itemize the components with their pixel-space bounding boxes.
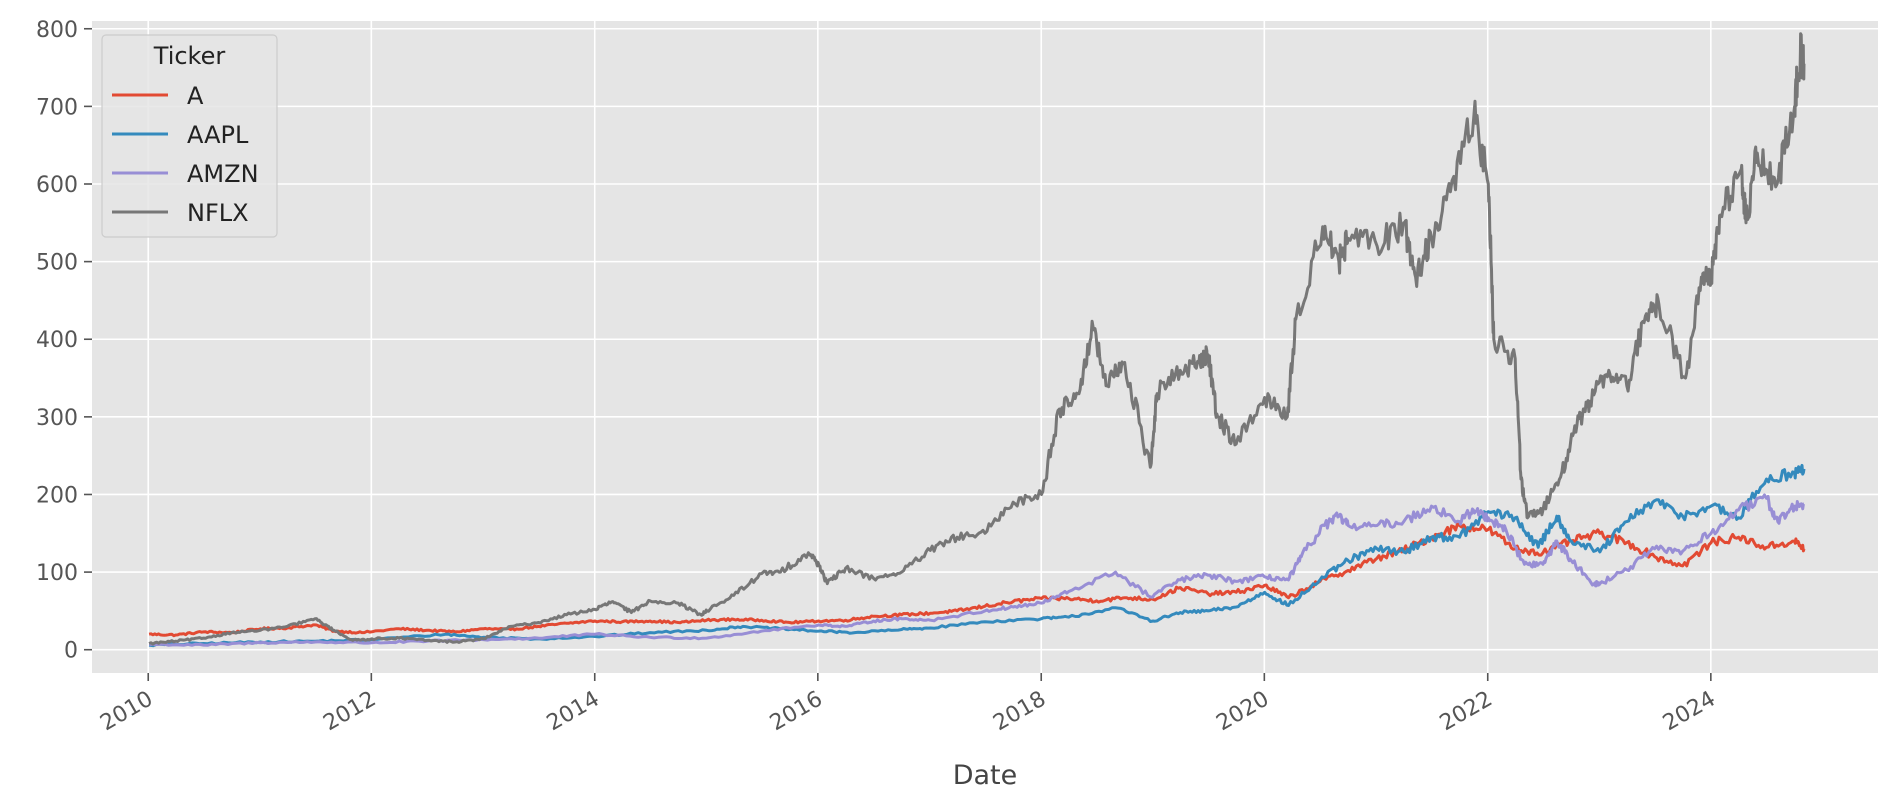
x-tick-label: 2016 <box>766 687 827 737</box>
y-tick-label: 200 <box>36 483 78 508</box>
series-line-amzn <box>149 493 1805 647</box>
x-tick-label: 2022 <box>1436 687 1497 737</box>
y-tick-label: 500 <box>36 251 78 276</box>
x-tick-label: 2018 <box>989 687 1050 737</box>
x-tick-label: 2020 <box>1212 687 1273 737</box>
series-lines <box>148 32 1806 648</box>
y-axis: 0 100 200 300 400 500 600 700 800 <box>36 18 92 664</box>
x-tick-label: 2024 <box>1659 687 1720 737</box>
y-tick-label: 600 <box>36 173 78 198</box>
series-line-aapl <box>148 463 1806 648</box>
legend-box <box>101 34 278 238</box>
y-tick-label: 0 <box>64 639 78 664</box>
x-tick-label: 2010 <box>96 687 157 737</box>
legend-label-amzn: AMZN <box>187 160 259 188</box>
series-line-a <box>148 521 1806 638</box>
x-tick-label: 2012 <box>319 687 380 737</box>
legend: Ticker A AAPL AMZN NFLX <box>101 34 278 238</box>
legend-label-aapl: AAPL <box>187 121 249 149</box>
y-tick-label: 100 <box>36 561 78 586</box>
plot-background <box>92 21 1878 673</box>
y-tick-label: 800 <box>36 18 78 43</box>
y-tick-label: 300 <box>36 406 78 431</box>
series-line-nflx <box>148 32 1806 646</box>
legend-label-a: A <box>187 82 204 110</box>
legend-label-nflx: NFLX <box>187 199 249 227</box>
x-axis-title: Date <box>953 760 1018 791</box>
x-tick-label: 2014 <box>543 687 604 737</box>
y-tick-label: 700 <box>36 95 78 120</box>
legend-title: Ticker <box>153 42 226 70</box>
y-tick-label: 400 <box>36 328 78 353</box>
gridlines <box>92 21 1878 673</box>
x-axis: 2010 2012 2014 2016 2018 2020 2022 2024 <box>96 673 1720 736</box>
